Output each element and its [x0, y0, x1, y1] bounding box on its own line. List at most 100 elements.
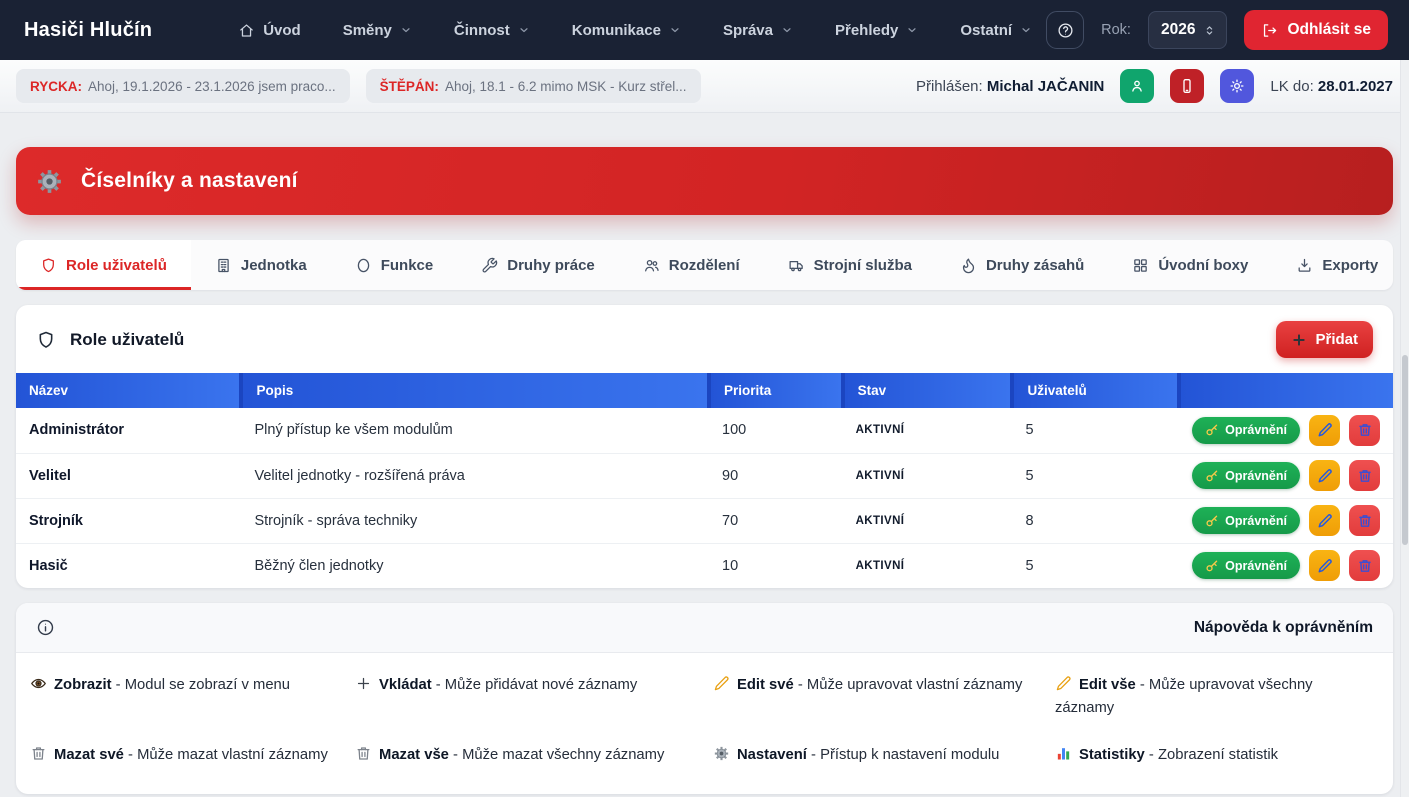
help-term: Mazat své — [54, 746, 124, 763]
role-priority: 10 — [709, 542, 843, 588]
nav-item-cinnost[interactable]: Činnost — [454, 22, 530, 39]
help-desc: Může upravovat vlastní záznamy — [806, 677, 1023, 693]
card-shield-slot — [36, 330, 56, 350]
help-item-mazat-sve: Mazat své - Může mazat vlastní záznamy — [30, 744, 355, 767]
column-header-actions — [1177, 373, 1393, 408]
year-spinner-slot[interactable] — [1203, 24, 1216, 37]
help-items-grid: Zobrazit - Modul se zobrazí v menu Vkláda… — [16, 653, 1393, 794]
permissions-button[interactable]: Oprávnění — [1192, 416, 1300, 444]
grid-icon — [1134, 258, 1148, 272]
delete-button[interactable] — [1349, 414, 1380, 446]
tab-label: Úvodní boxy — [1158, 256, 1249, 274]
permissions-label: Oprávnění — [1225, 558, 1287, 573]
tab-label: Rozdělení — [668, 256, 740, 274]
column-header-nazev: Název — [16, 373, 242, 408]
plus-icon — [1293, 333, 1306, 346]
updown-icon[interactable] — [1203, 24, 1216, 37]
tab-label: Exporty — [1322, 256, 1379, 274]
logout-button[interactable]: Odhlásit se — [1244, 10, 1388, 50]
role-desc: Strojník - správa techniky — [241, 497, 710, 543]
permissions-button[interactable]: Oprávnění — [1192, 462, 1300, 489]
mobile-button[interactable] — [1170, 69, 1205, 103]
role-status: AKTIVNÍ — [855, 424, 905, 437]
shield-icon — [43, 257, 54, 272]
info-bar: RYCKA: Ahoj, 19.1.2026 - 23.1.2026 jsem p… — [0, 60, 1409, 113]
stats-icon — [1057, 748, 1070, 760]
wrench-icon — [482, 257, 498, 272]
edit-button[interactable] — [1309, 505, 1340, 536]
role-status: AKTIVNÍ — [842, 497, 1013, 543]
trash-icon — [1358, 424, 1371, 437]
message-pills: RYCKA: Ahoj, 19.1.2026 - 23.1.2026 jsem p… — [16, 69, 701, 103]
tab-role-uzivatelu[interactable]: Role uživatelů — [16, 240, 191, 290]
nav-item-uvod[interactable]: Úvod — [238, 22, 301, 39]
help-button[interactable] — [1046, 11, 1085, 49]
theme-button[interactable] — [1220, 69, 1255, 103]
download-icon — [1298, 258, 1311, 272]
help-desc: Může mazat vlastní záznamy — [137, 746, 328, 763]
row-actions: Oprávnění — [1192, 505, 1380, 536]
tab-druhy-zasahu[interactable]: Druhy zásahů — [936, 240, 1108, 290]
trash-icon — [357, 747, 370, 760]
logout-label: Odhlásit se — [1287, 21, 1371, 38]
year-selector[interactable]: 2026 — [1147, 11, 1228, 49]
tab-druhy-prace[interactable]: Druhy práce — [457, 240, 619, 290]
tab-uvodni-boxy[interactable]: Úvodní boxy — [1108, 240, 1272, 290]
navbar-right: Rok: 2026 Odhlásit se — [1046, 10, 1388, 50]
permissions-button[interactable]: Oprávnění — [1192, 507, 1300, 534]
nav-item-prehledy[interactable]: Přehledy — [835, 22, 918, 39]
delete-button[interactable] — [1349, 460, 1380, 491]
column-header-priorita: Priorita — [707, 373, 843, 408]
truck-icon — [789, 260, 803, 271]
add-plus-slot — [1291, 332, 1307, 348]
edit-button[interactable] — [1309, 460, 1340, 491]
vertical-scrollbar[interactable] — [1400, 60, 1409, 797]
edit-button[interactable] — [1309, 550, 1340, 582]
tab-funkce[interactable]: Funkce — [331, 240, 458, 290]
key-icon — [1206, 470, 1218, 481]
tab-exporty[interactable]: Exporty — [1272, 240, 1393, 290]
table-row-administrator: Administrátor Plný přístup ke všem modulů… — [16, 408, 1393, 453]
users-icon — [644, 259, 659, 271]
help-term: Nastavení — [737, 746, 807, 763]
tab-strojni-sluzba[interactable]: Strojní služba — [764, 240, 936, 290]
chevron-down-icon — [671, 28, 679, 33]
page-banner: Číselníky a nastavení — [16, 147, 1393, 215]
delete-button[interactable] — [1349, 550, 1380, 582]
tab-rozdeleni[interactable]: Rozdělení — [619, 240, 764, 290]
person-icon — [1132, 80, 1143, 92]
nav-item-label: Správa — [722, 21, 773, 39]
roles-card-title: Role uživatelů — [70, 329, 185, 349]
chevron-down-icon — [783, 28, 791, 33]
nav-item-komunikace[interactable]: Komunikace — [572, 22, 681, 39]
help-desc: Zobrazení statistik — [1157, 746, 1279, 763]
key-icon — [1206, 560, 1218, 572]
pencil-icon — [1318, 558, 1332, 573]
app-brand: Hasiči Hlučín — [24, 18, 153, 41]
profile-button[interactable] — [1120, 69, 1155, 103]
delete-button[interactable] — [1349, 505, 1380, 536]
question-icon — [1058, 22, 1073, 38]
lk-label: LK do: — [1270, 77, 1314, 95]
permissions-label: Oprávnění — [1225, 513, 1287, 528]
lk-date: 28.01.2027 — [1317, 77, 1393, 95]
help-item-statistiky: Statistiky - Zobrazení statistik — [1055, 744, 1355, 767]
permissions-button[interactable]: Oprávnění — [1192, 552, 1300, 580]
row-actions: Oprávnění — [1192, 460, 1380, 491]
tab-jednotka[interactable]: Jednotka — [191, 240, 331, 290]
add-role-button[interactable]: Přidat — [1276, 321, 1373, 358]
role-status: AKTIVNÍ — [842, 542, 1013, 588]
trash-icon — [1358, 514, 1371, 527]
help-card-title: Nápověda k oprávněním — [1193, 618, 1373, 636]
message-pill-rycka[interactable]: RYCKA: Ahoj, 19.1.2026 - 23.1.2026 jsem p… — [16, 69, 350, 103]
gear-icon — [714, 746, 729, 761]
scrollbar-thumb[interactable] — [1402, 355, 1408, 545]
plus-icon — [357, 677, 370, 690]
nav-item-smeny[interactable]: Směny — [343, 22, 412, 39]
nav-item-ostatni[interactable]: Ostatní — [960, 22, 1032, 39]
nav-item-sprava[interactable]: Správa — [723, 22, 793, 39]
help-card: Nápověda k oprávněním Zobrazit - Modul s… — [16, 603, 1393, 794]
message-pill-stepan[interactable]: ŠTĚPÁN: Ahoj, 18.1 - 6.2 mimo MSK - Kurz … — [365, 69, 701, 103]
edit-button[interactable] — [1309, 414, 1340, 446]
sun-icon — [1230, 79, 1244, 93]
